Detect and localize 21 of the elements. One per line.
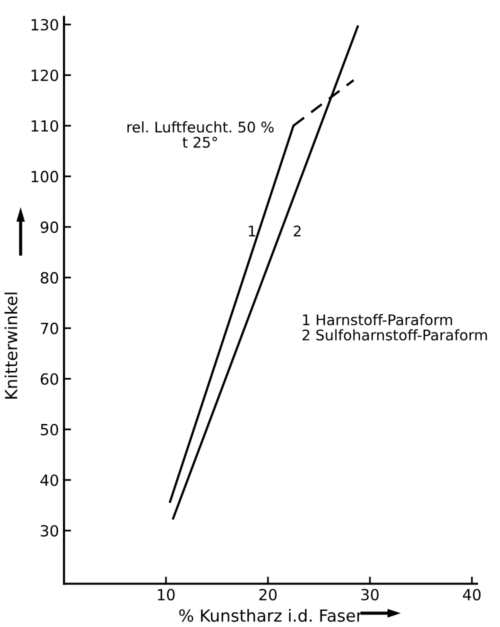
y-tick-label: 40 [40,474,58,486]
x-tick-label: 30 [361,588,379,600]
y-tick-label: 60 [40,373,58,385]
annotation: rel. Luftfeucht. 50 % t 25° [127,121,274,148]
annotation: 1 Harnstoff-Paraform 2 Sulfoharnstoff-Paraform [302,314,487,341]
y-tick-label: 130 [32,18,58,31]
x-tick-label: 20 [259,588,277,600]
y-tick-label: 90 [40,221,58,233]
y-tick-label: 80 [40,272,58,284]
y-tick-label: 50 [40,424,58,436]
y-tick-label: 30 [40,525,58,537]
y-tick-label: 70 [40,322,58,334]
x-axis-title: % Kunstharz i.d. Faser [179,608,363,622]
annotation: 1 [248,226,256,236]
annotation: 2 [294,226,301,236]
y-tick-label: 100 [32,170,58,182]
y-tick-label: 110 [32,120,58,132]
y-tick-label: 120 [32,70,58,82]
x-tick-label: 40 [462,588,481,600]
y-axis-title: Knitterwinkel [4,292,18,399]
x-tick-label: 10 [158,588,175,600]
